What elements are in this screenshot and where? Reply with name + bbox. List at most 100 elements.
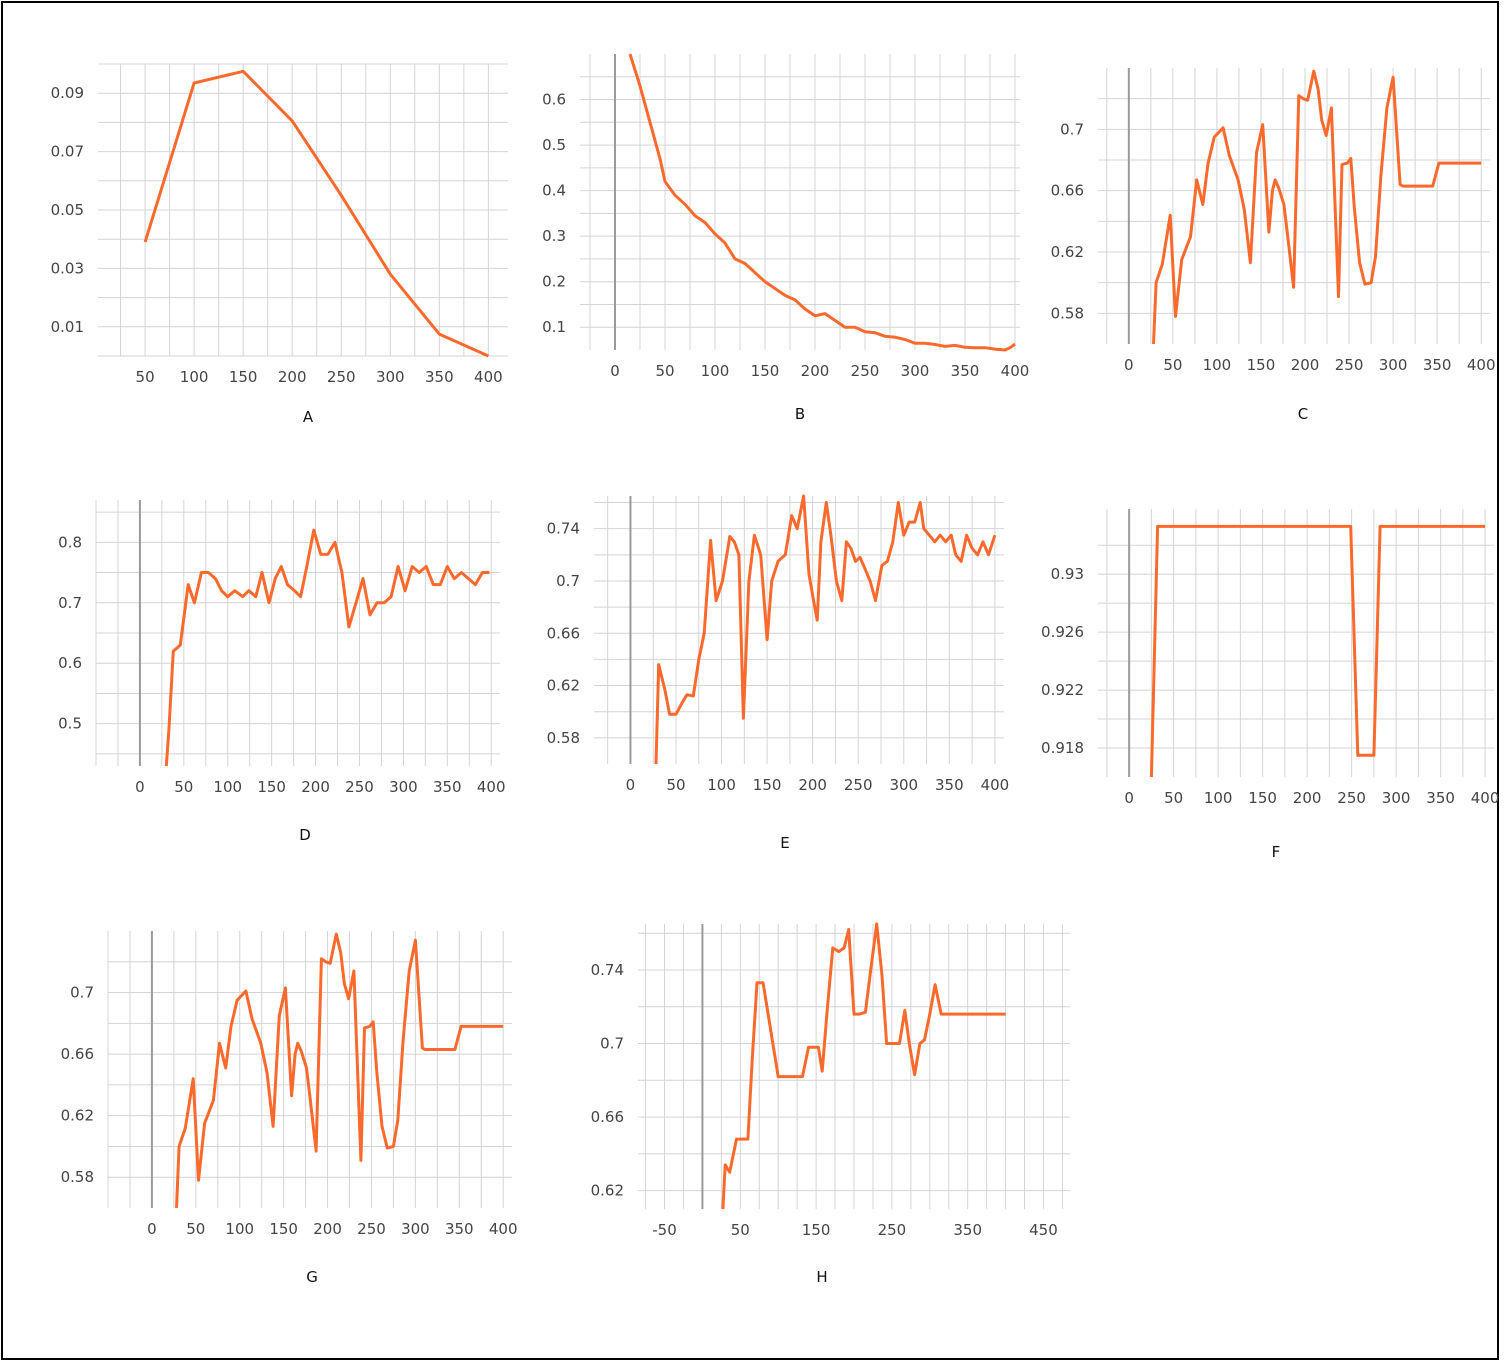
chart-e-x-tick-label: 0 bbox=[626, 776, 636, 794]
chart-f-y-tick-label: 0.922 bbox=[1041, 681, 1084, 699]
chart-d-y-tick-label: 0.5 bbox=[58, 715, 82, 733]
chart-c-x-tick-label: 50 bbox=[1163, 356, 1182, 374]
chart-b-label: B bbox=[794, 405, 806, 423]
chart-d-x-tick-label: 200 bbox=[301, 778, 330, 796]
chart-c-x-tick-label: 300 bbox=[1379, 356, 1408, 374]
chart-h-label: H bbox=[816, 1268, 828, 1286]
chart-f-x-tick-label: 50 bbox=[1164, 789, 1183, 807]
chart-f-x-tick-label: 350 bbox=[1426, 789, 1455, 807]
chart-a-y-tick-label: 0.05 bbox=[51, 201, 84, 219]
chart-c-x-tick-label: 250 bbox=[1335, 356, 1364, 374]
chart-d-x-tick-label: 400 bbox=[477, 778, 506, 796]
chart-h-series-line bbox=[721, 922, 1006, 1210]
chart-e-label: E bbox=[780, 834, 790, 852]
chart-b-x-tick-label: 50 bbox=[655, 362, 674, 380]
chart-b-y-tick-label: 0.6 bbox=[542, 91, 566, 109]
chart-a-x-tick-label: 100 bbox=[180, 368, 209, 386]
chart-h-y-tick-label: 0.62 bbox=[591, 1182, 624, 1200]
chart-a-y-tick-label: 0.07 bbox=[51, 143, 84, 161]
chart-e-x-tick-label: 300 bbox=[889, 776, 918, 794]
chart-c-x-tick-label: 0 bbox=[1124, 356, 1134, 374]
chart-a: 50 100 150 200 250 300 350 400 0.01 0.03 0.05 0.07 0… bbox=[51, 63, 508, 386]
chart-a-y-tick-label: 0.01 bbox=[51, 318, 84, 336]
chart-e-y-tick-label: 0.74 bbox=[547, 520, 580, 538]
chart-g-x-tick-label: 250 bbox=[357, 1220, 386, 1238]
chart-f-x-tick-label: 0 bbox=[1124, 789, 1134, 807]
chart-c-label: C bbox=[1297, 405, 1309, 423]
chart-d-y-tick-label: 0.6 bbox=[58, 654, 82, 672]
chart-g-y-tick-label: 0.7 bbox=[70, 984, 94, 1002]
chart-f-series-line bbox=[1149, 524, 1486, 778]
chart-c-x-tick-label: 350 bbox=[1423, 356, 1452, 374]
chart-f-y-tick-label: 0.926 bbox=[1041, 623, 1084, 641]
chart-d-x-tick-label: 50 bbox=[174, 778, 193, 796]
chart-b-x-tick-label: 0 bbox=[610, 362, 620, 380]
chart-b-y-tick-label: 0.4 bbox=[542, 182, 566, 200]
chart-f-x-tick-label: 400 bbox=[1471, 789, 1500, 807]
chart-g-y-tick-label: 0.58 bbox=[61, 1168, 94, 1186]
chart-a-y-tick-label: 0.03 bbox=[51, 259, 84, 277]
chart-e-series-line bbox=[654, 494, 997, 765]
chart-g: 0 50 100 150 200 250 300 350 400 0.58 0.62 0.66 0.7 bbox=[61, 931, 518, 1238]
chart-f-x-tick-label: 100 bbox=[1204, 789, 1233, 807]
chart-panel-g: 0 50 100 150 200 250 300 350 400 0.58 0.62 0.66 0.7 bbox=[20, 925, 520, 1240]
chart-a-series-line bbox=[143, 69, 490, 358]
chart-e-y-tick-label: 0.7 bbox=[556, 572, 580, 590]
chart-g-series-line bbox=[175, 932, 504, 1209]
chart-h-x-tick-label: 450 bbox=[1029, 1221, 1058, 1239]
chart-a-x-tick-label: 250 bbox=[327, 368, 356, 386]
chart-g-x-tick-label: 100 bbox=[225, 1220, 254, 1238]
chart-d-series-line bbox=[164, 528, 490, 767]
chart-h-x-tick-label: -50 bbox=[652, 1221, 677, 1239]
chart-c: 0 50 100 150 200 250 300 350 400 0.58 0.62 0.66 0.7 bbox=[1051, 68, 1496, 374]
chart-g-x-tick-label: 50 bbox=[186, 1220, 205, 1238]
chart-b-x-tick-label: 250 bbox=[851, 362, 880, 380]
chart-h-y-tick-label: 0.74 bbox=[591, 961, 624, 979]
chart-a-x-tick-label: 400 bbox=[474, 368, 503, 386]
chart-f-x-tick-label: 250 bbox=[1337, 789, 1366, 807]
chart-d-x-tick-label: 150 bbox=[257, 778, 286, 796]
chart-c-x-tick-label: 150 bbox=[1247, 356, 1276, 374]
chart-e-x-tick-label: 150 bbox=[753, 776, 782, 794]
chart-g-x-tick-label: 150 bbox=[269, 1220, 298, 1238]
chart-panel-b: 0 50 100 150 200 250 300 350 400 0.1 0.2 0.3 0.4 0.5 0… bbox=[520, 50, 1029, 390]
chart-h-x-tick-label: 250 bbox=[878, 1221, 907, 1239]
chart-d-x-tick-label: 0 bbox=[135, 778, 145, 796]
chart-f-label: F bbox=[1271, 843, 1281, 861]
chart-c-y-tick-label: 0.7 bbox=[1060, 120, 1084, 138]
chart-panel-e: 0 50 100 150 200 250 300 350 400 0.58 0.62 0.66 0.7 0… bbox=[520, 490, 1020, 805]
chart-b-series-line bbox=[628, 53, 1016, 352]
chart-d-x-tick-label: 250 bbox=[345, 778, 374, 796]
chart-panel-d: 0 50 100 150 200 250 300 350 400 0.5 0.6 0.7 0.8 bbox=[20, 490, 520, 805]
chart-b-y-tick-label: 0.3 bbox=[542, 227, 566, 245]
chart-g-x-tick-label: 400 bbox=[489, 1220, 518, 1238]
chart-b-x-tick-label: 400 bbox=[1001, 362, 1030, 380]
chart-c-x-tick-label: 200 bbox=[1291, 356, 1320, 374]
chart-b-y-tick-label: 0.5 bbox=[542, 136, 566, 154]
chart-panel-a: 50 100 150 200 250 300 350 400 0.01 0.03 0.05 0.07 0… bbox=[20, 50, 520, 386]
chart-c-x-tick-label: 100 bbox=[1203, 356, 1232, 374]
chart-e-y-tick-label: 0.66 bbox=[547, 624, 580, 642]
chart-f-y-tick-label: 0.93 bbox=[1051, 565, 1084, 583]
chart-d-x-tick-label: 300 bbox=[389, 778, 418, 796]
chart-e-x-tick-label: 200 bbox=[798, 776, 827, 794]
chart-c-y-tick-label: 0.66 bbox=[1051, 182, 1084, 200]
chart-a-x-tick-label: 50 bbox=[136, 368, 155, 386]
chart-b-x-tick-label: 200 bbox=[801, 362, 830, 380]
chart-h-y-tick-label: 0.66 bbox=[591, 1108, 624, 1126]
chart-e-x-tick-label: 250 bbox=[844, 776, 873, 794]
chart-panel-f: 0 50 100 150 200 250 300 350 400 0.918 0.922 0.926 0… bbox=[1030, 505, 1500, 815]
chart-g-x-tick-label: 350 bbox=[445, 1220, 474, 1238]
chart-e-x-tick-label: 50 bbox=[666, 776, 685, 794]
chart-d: 0 50 100 150 200 250 300 350 400 0.5 0.6 0.7 0.8 bbox=[58, 500, 506, 796]
chart-b-x-tick-label: 300 bbox=[901, 362, 930, 380]
chart-b-y-tick-label: 0.2 bbox=[542, 273, 566, 291]
chart-panel-c: 0 50 100 150 200 250 300 350 400 0.58 0.62 0.66 0.7 bbox=[1030, 60, 1500, 380]
chart-c-x-tick-label: 400 bbox=[1467, 356, 1496, 374]
chart-h-y-tick-label: 0.7 bbox=[600, 1035, 624, 1053]
chart-g-x-tick-label: 0 bbox=[147, 1220, 157, 1238]
chart-h: -50 50 150 250 350 450 0.62 0.66 0.7 0.74 bbox=[591, 922, 1070, 1239]
chart-g-y-tick-label: 0.62 bbox=[61, 1107, 94, 1125]
chart-b: 0 50 100 150 200 250 300 350 400 0.1 0.2 0.3 0.4 0.5 0… bbox=[542, 53, 1029, 380]
